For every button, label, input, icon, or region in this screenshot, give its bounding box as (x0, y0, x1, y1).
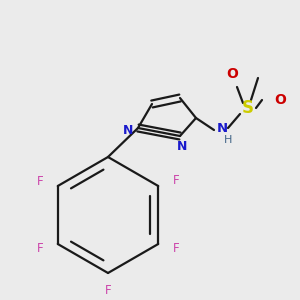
Text: N: N (177, 140, 187, 152)
Text: H: H (224, 135, 232, 145)
Text: N: N (216, 122, 228, 134)
Text: F: F (173, 175, 179, 188)
Text: F: F (105, 284, 111, 298)
Text: F: F (173, 242, 179, 256)
Text: F: F (37, 175, 43, 188)
Text: O: O (274, 93, 286, 107)
Text: O: O (226, 67, 238, 81)
Text: N: N (123, 124, 133, 136)
Text: F: F (37, 242, 43, 256)
Text: S: S (242, 99, 254, 117)
